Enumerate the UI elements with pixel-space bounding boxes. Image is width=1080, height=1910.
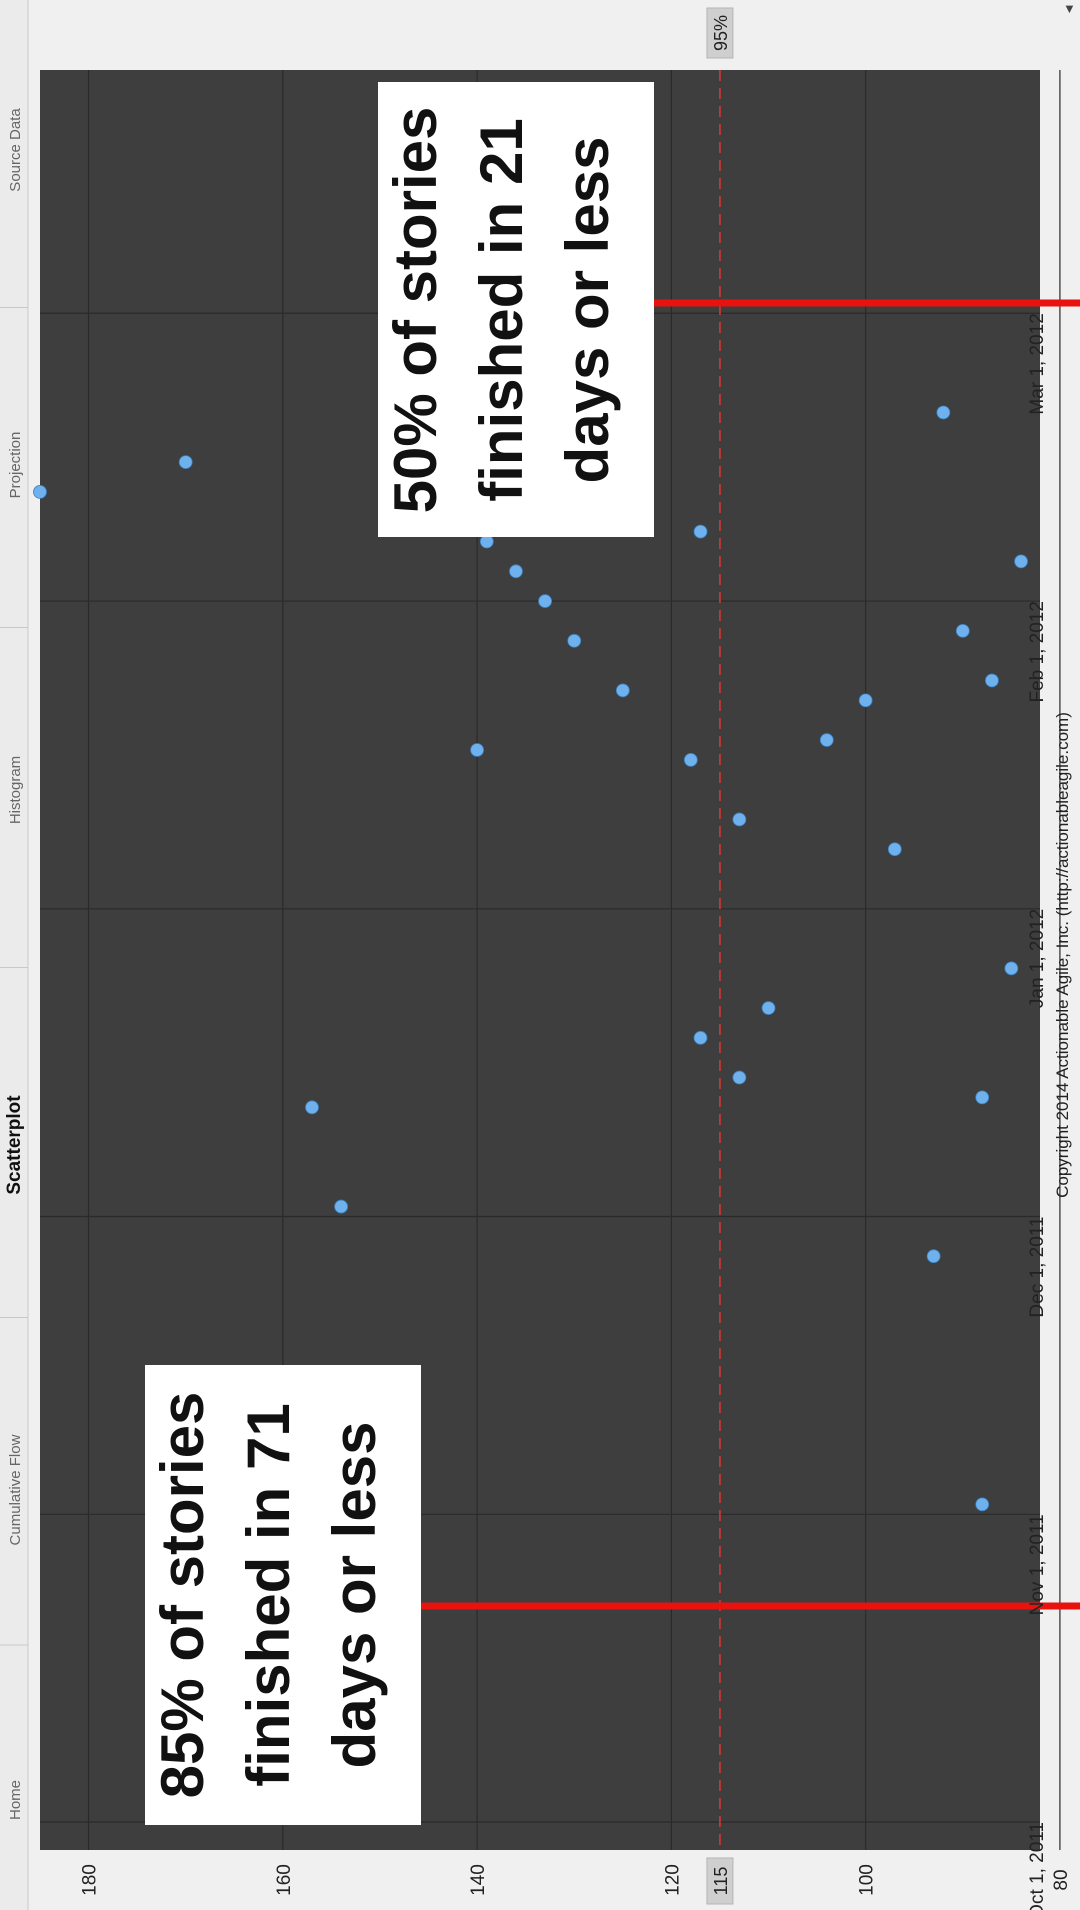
data-point: [975, 1090, 990, 1105]
annotations: 85% of stories finished in 71 days or less…: [145, 82, 1080, 1825]
data-point: [819, 733, 834, 747]
data-point: [1014, 554, 1028, 569]
annotation-text-line: finished in 71: [235, 1403, 302, 1786]
percentile-label: 95%: [711, 15, 731, 51]
data-point: [509, 564, 523, 579]
value-tick-label: 160: [274, 1864, 295, 1896]
data-point: [975, 1497, 990, 1512]
percentile-value-badge: [706, 1857, 734, 1905]
date-tick-label: Dec 1, 2011: [1027, 1217, 1048, 1318]
tab-projection[interactable]: Projection: [7, 432, 24, 499]
tab-histogram[interactable]: Histogram: [7, 756, 24, 824]
data-point: [858, 693, 873, 708]
tab-label[interactable]: Histogram: [7, 756, 24, 824]
data-point: [683, 753, 698, 767]
tab-label[interactable]: Scatterplot: [4, 1095, 25, 1195]
data-point: [1004, 961, 1019, 976]
data-point: [178, 455, 193, 470]
scroll-down-arrow[interactable]: ▼: [1063, 1, 1076, 16]
annotation-text-line: finished in 21: [468, 118, 535, 501]
percentile-value: 115: [711, 1867, 731, 1896]
data-point: [732, 1070, 747, 1085]
data-point: [305, 1100, 319, 1115]
tab-label[interactable]: Cumulative Flow: [7, 1434, 24, 1545]
annotation-text-line: 85% of stories: [149, 1392, 216, 1799]
tab-scatterplot[interactable]: Scatterplot: [4, 1095, 25, 1195]
data-point: [955, 623, 970, 638]
data-point: [693, 1030, 708, 1045]
data-point: [936, 405, 951, 420]
value-tick-label: 100: [857, 1864, 878, 1896]
tab-strip: Home Cumulative Flow Scatterplot Histogram P…: [0, 0, 29, 1910]
tab-cumulative-flow[interactable]: Cumulative Flow: [7, 1434, 24, 1545]
value-tick-label: 140: [468, 1864, 489, 1896]
value-tick-label: 180: [80, 1864, 101, 1896]
tab-home[interactable]: Home: [7, 1780, 24, 1820]
annotation-text-line: 50% of stories: [382, 107, 449, 514]
data-point: [926, 1249, 941, 1264]
data-point: [538, 594, 553, 608]
date-tick-label: Feb 1, 2012: [1027, 601, 1048, 702]
tab-source-data[interactable]: Source Data: [7, 108, 24, 192]
data-point: [334, 1199, 349, 1214]
date-tick-label: Mar 1, 2012: [1027, 313, 1048, 414]
data-point: [761, 1001, 776, 1015]
value-tick-label: 80: [1051, 1869, 1072, 1890]
data-point: [985, 673, 999, 688]
percentile-badge: [706, 7, 734, 59]
data-point: [732, 812, 747, 827]
data-point: [33, 484, 47, 499]
data-point: [470, 743, 485, 757]
annotation-text-line: days or less: [321, 1422, 388, 1769]
annotation-box-85: [145, 1365, 421, 1825]
date-tick-label: Oct 1, 2011: [1027, 1822, 1048, 1910]
value-tick-label: 120: [662, 1864, 683, 1896]
annotation-text-line: days or less: [554, 137, 621, 484]
date-tick-label: Nov 1, 2011: [1027, 1514, 1048, 1615]
data-point: [693, 524, 708, 539]
date-tick-label: Jan 1, 2012: [1027, 909, 1048, 1008]
copyright-text: Copyright 2014 Actionable Agile, Inc. (h…: [1053, 712, 1072, 1198]
data-point: [887, 842, 902, 857]
tab-label[interactable]: Projection: [7, 432, 24, 499]
tab-label[interactable]: Home: [7, 1780, 24, 1820]
data-point: [615, 683, 630, 698]
data-point: [567, 633, 582, 648]
data-points: [33, 266, 1028, 1512]
annotation-box-50: [378, 82, 654, 537]
tab-label[interactable]: Source Data: [7, 108, 24, 192]
